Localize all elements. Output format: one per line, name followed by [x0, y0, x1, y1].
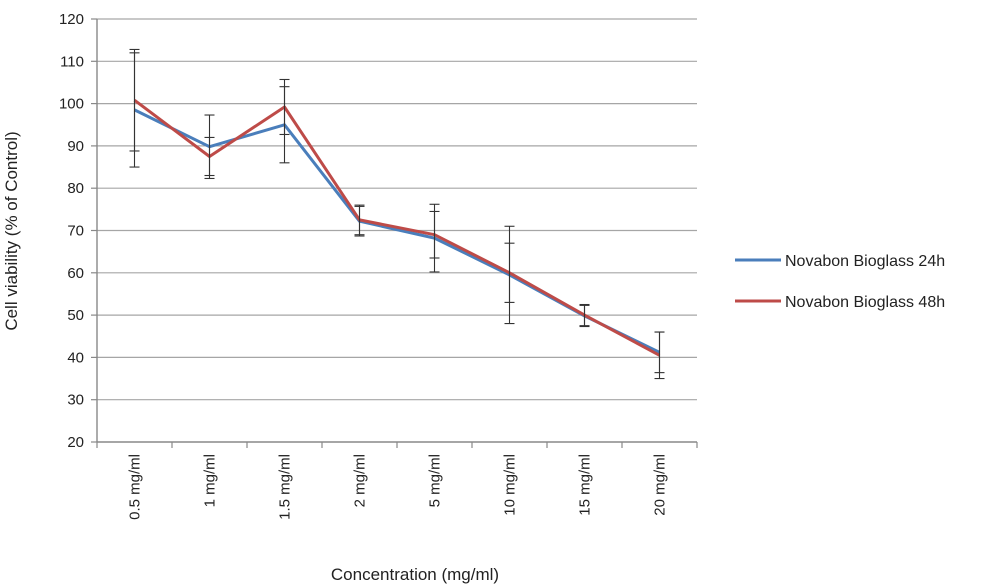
error-bars	[129, 48, 665, 380]
legend-item-2: Novabon Bioglass 48h	[735, 294, 945, 311]
y-tick-label: 120	[59, 11, 84, 28]
y-tick-label: 90	[67, 138, 84, 155]
legend: Novabon Bioglass 24h Novabon Bioglass 48h	[735, 253, 945, 311]
error-bar	[429, 210, 440, 259]
y-tick-label: 70	[67, 223, 84, 240]
y-tick-label: 40	[67, 349, 84, 366]
y-axis-title: Cell viability (% of Control)	[2, 131, 21, 330]
x-tick-label: 20 mg/ml	[652, 454, 669, 516]
x-tick-label: 15 mg/ml	[577, 454, 594, 516]
error-bar	[579, 303, 590, 327]
error-bar	[204, 136, 215, 177]
error-bar	[654, 331, 665, 380]
y-tick-label: 30	[67, 392, 84, 409]
x-tick-label: 1.5 mg/ml	[277, 454, 294, 520]
legend-label: Novabon Bioglass 48h	[785, 294, 945, 311]
y-tick-label: 50	[67, 307, 84, 324]
y-tick-label: 100	[59, 96, 84, 113]
x-axis-title: Concentration (mg/ml)	[331, 565, 499, 584]
y-tick-label: 20	[67, 434, 84, 451]
error-bar	[279, 78, 290, 136]
x-tick-label: 5 mg/ml	[427, 454, 444, 507]
x-tick-label: 0.5 mg/ml	[127, 454, 144, 520]
y-tick-label: 80	[67, 180, 84, 197]
error-bar	[504, 242, 515, 303]
legend-item-1: Novabon Bioglass 24h	[735, 253, 945, 270]
x-tick-label: 2 mg/ml	[352, 454, 369, 507]
y-tick-label: 60	[67, 265, 84, 282]
error-bar	[354, 204, 365, 236]
x-tick-label: 1 mg/ml	[202, 454, 219, 507]
axes: 20 30 40 50 60 70 80 90 100 110 120 0.5 mg/ml 1 mg/m…	[59, 11, 698, 520]
series-line-2	[133, 99, 661, 357]
series	[133, 99, 661, 357]
y-tick-label: 110	[60, 53, 84, 70]
error-bar	[129, 48, 140, 152]
gridlines	[97, 18, 697, 401]
legend-label: Novabon Bioglass 24h	[785, 253, 945, 270]
x-tick-label: 10 mg/ml	[502, 454, 519, 516]
